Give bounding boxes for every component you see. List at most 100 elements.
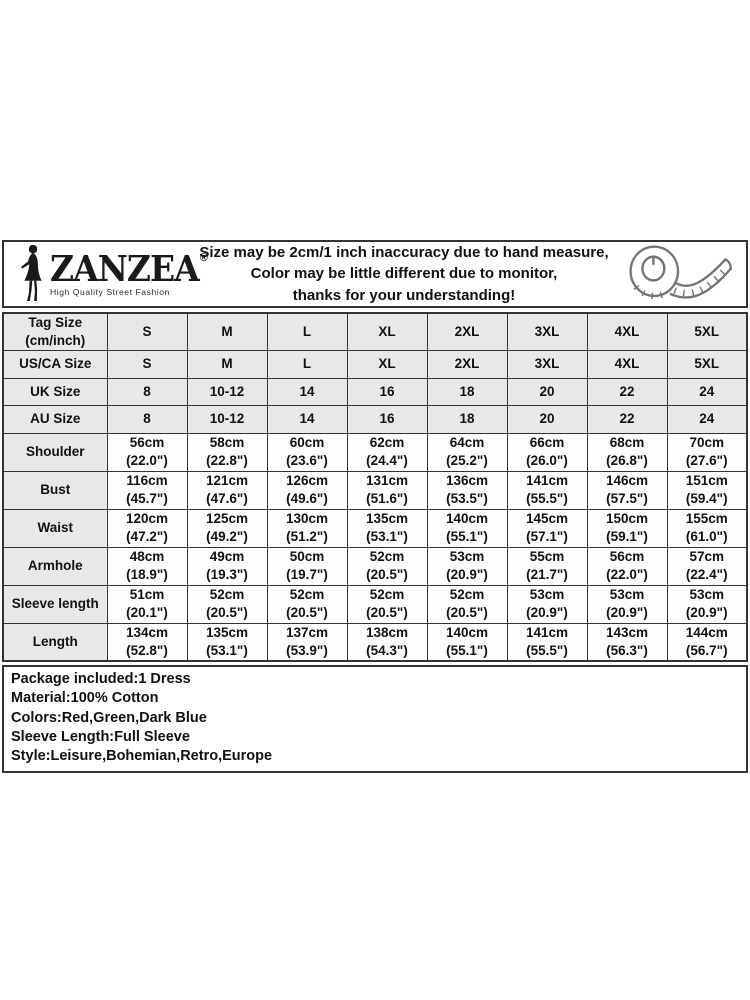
product-details-box: Package included:1 Dress Material:100% C… [2,665,748,773]
table-row: Armhole 48cm (18.9") 49cm (19.3") 50cm (19.7")… [2,546,748,586]
row-label-cell: AU Size [2,404,108,434]
size-value-cell: 18 [426,404,508,434]
style-line: Style:Leisure,Bohemian,Retro,Europe [11,748,273,765]
size-value-cell: 24 [666,404,748,434]
package-included-line: Package included:1 Dress [11,671,191,688]
size-value-cell: 24 [666,377,748,406]
size-value-cell: 48cm (18.9") [106,546,188,586]
header-box: ZANZEA ® High Quality Street Fashion Siz… [2,240,748,308]
colors-line: Colors:Red,Green,Dark Blue [11,709,207,726]
size-value-cell: 8 [106,377,188,406]
size-value-cell: 141cm (55.5") [506,622,588,662]
material-line: Material:100% Cotton [11,690,159,707]
size-value-cell: 53cm (20.9") [426,546,508,586]
row-label-cell: Length [2,622,108,662]
size-value-cell: 130cm (51.2") [266,508,348,548]
size-value-cell: 20 [506,377,588,406]
size-value-cell: 5XL [666,312,748,351]
size-value-cell: XL [346,349,428,379]
size-value-cell: 56cm (22.0") [106,432,188,472]
size-value-cell: 22 [586,404,668,434]
size-value-cell: 131cm (51.6") [346,470,428,510]
size-value-cell: 10-12 [186,404,268,434]
size-value-cell: 121cm (47.6") [186,470,268,510]
size-value-cell: 62cm (24.4") [346,432,428,472]
size-value-cell: 64cm (25.2") [426,432,508,472]
size-value-cell: 144cm (56.7") [666,622,748,662]
size-value-cell: 125cm (49.2") [186,508,268,548]
size-value-cell: 57cm (22.4") [666,546,748,586]
size-table: Tag Size (cm/inch) S M L XL 2XL 3XL 4XL 5XL US/CA … [2,312,748,663]
size-value-cell: 52cm (20.5") [186,584,268,624]
size-value-cell: 140cm (55.1") [426,508,508,548]
brand-text: ZANZEA ® High Quality Street Fashion [50,247,208,297]
size-value-cell: 143cm (56.3") [586,622,668,662]
size-value-cell: 140cm (55.1") [426,622,508,662]
size-value-cell: 14 [266,404,348,434]
size-value-cell: 49cm (19.3") [186,546,268,586]
size-value-cell: 52cm (20.5") [426,584,508,624]
brand-name: ZANZEA [50,247,200,290]
woman-silhouette-icon [21,245,42,301]
brand-logo: ZANZEA ® High Quality Street Fashion [4,244,208,304]
size-value-cell: 150cm (59.1") [586,508,668,548]
disclaimer-line: Color may be little different due to mon… [250,265,558,283]
size-value-cell: 68cm (26.8") [586,432,668,472]
disclaimer-text: Size may be 2cm/1 inch inaccuracy due to… [194,242,620,306]
size-value-cell: 52cm (20.5") [346,546,428,586]
row-label-cell: Shoulder [2,432,108,472]
sleeve-length-line: Sleeve Length:Full Sleeve [11,729,190,746]
table-row: AU Size 8 10-12 14 16 18 20 22 24 [2,404,748,434]
size-value-cell: 146cm (57.5") [586,470,668,510]
size-value-cell: 2XL [426,312,508,351]
size-value-cell: 22 [586,377,668,406]
size-value-cell: 50cm (19.7") [266,546,348,586]
size-value-cell: 14 [266,377,348,406]
table-row: Tag Size (cm/inch) S M L XL 2XL 3XL 4XL 5XL [2,312,748,351]
size-value-cell: 155cm (61.0") [666,508,748,548]
size-value-cell: 16 [346,404,428,434]
tape-measure-block [620,243,746,305]
size-value-cell: 126cm (49.6") [266,470,348,510]
size-value-cell: L [266,312,348,351]
size-value-cell: 58cm (22.8") [186,432,268,472]
size-value-cell: 145cm (57.1") [506,508,588,548]
size-value-cell: 70cm (27.6") [666,432,748,472]
size-value-cell: 8 [106,404,188,434]
table-row: UK Size 8 10-12 14 16 18 20 22 24 [2,377,748,406]
size-value-cell: 52cm (20.5") [266,584,348,624]
tape-measure-icon [629,245,733,300]
size-value-cell: M [186,349,268,379]
size-value-cell: 56cm (22.0") [586,546,668,586]
disclaimer-line: thanks for your understanding! [292,286,516,304]
size-value-cell: 51cm (20.1") [106,584,188,624]
size-value-cell: L [266,349,348,379]
disclaimer-line: Size may be 2cm/1 inch inaccuracy due to… [199,244,609,262]
size-chart-content: ZANZEA ® High Quality Street Fashion Siz… [2,240,748,773]
row-label-cell: Tag Size (cm/inch) [2,312,108,351]
size-table-body: Tag Size (cm/inch) S M L XL 2XL 3XL 4XL 5XL US/CA … [2,312,748,662]
size-value-cell: 135cm (53.1") [346,508,428,548]
size-value-cell: S [106,349,188,379]
size-value-cell: 137cm (53.9") [266,622,348,662]
size-value-cell: 120cm (47.2") [106,508,188,548]
size-value-cell: 53cm (20.9") [506,584,588,624]
size-value-cell: 18 [426,377,508,406]
size-value-cell: 66cm (26.0") [506,432,588,472]
row-label-cell: Waist [2,508,108,548]
size-value-cell: 134cm (52.8") [106,622,188,662]
table-row: US/CA Size S M L XL 2XL 3XL 4XL 5XL [2,349,748,379]
size-value-cell: 53cm (20.9") [666,584,748,624]
size-value-cell: 53cm (20.9") [586,584,668,624]
size-value-cell: 10-12 [186,377,268,406]
size-value-cell: 116cm (45.7") [106,470,188,510]
size-value-cell: XL [346,312,428,351]
table-row: Shoulder 56cm (22.0") 58cm (22.8") 60cm (23.6"… [2,432,748,472]
size-value-cell: 136cm (53.5") [426,470,508,510]
size-value-cell: 60cm (23.6") [266,432,348,472]
size-value-cell: 141cm (55.5") [506,470,588,510]
size-value-cell: 3XL [506,312,588,351]
size-value-cell: S [106,312,188,351]
table-row: Sleeve length 51cm (20.1") 52cm (20.5") 52cm(… [2,584,748,624]
